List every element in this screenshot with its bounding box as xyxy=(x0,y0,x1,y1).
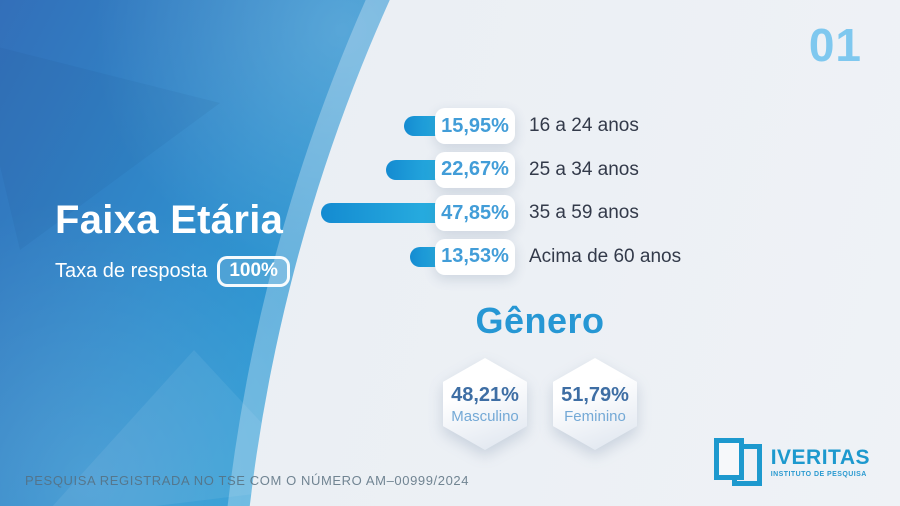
age-bar xyxy=(386,159,445,180)
hexagon-badge: 48,21% Masculino xyxy=(443,358,527,450)
age-bar-chart: 15,95% 16 a 24 anos 22,67% 25 a 34 anos … xyxy=(319,108,681,282)
percentage-badge: 22,67% xyxy=(435,151,515,188)
age-category-label: 16 a 24 anos xyxy=(529,115,639,136)
age-row: 47,85% 35 a 59 anos xyxy=(319,195,681,231)
gender-label: Feminino xyxy=(564,407,626,425)
iveritas-logo: IVERITAS INSTITUTO DE PESQUISA xyxy=(713,438,870,486)
gender-label: Masculino xyxy=(451,407,519,425)
response-rate-label: Taxa de resposta xyxy=(55,260,208,282)
age-category-label: Acima de 60 anos xyxy=(529,245,682,267)
age-category-label: 25 a 34 anos xyxy=(529,158,639,180)
logo-name: IVERITAS xyxy=(770,445,870,469)
age-category-label: 35 a 59 anos xyxy=(529,202,639,223)
gender-value: 51,79% xyxy=(561,383,629,406)
gender-stat-male: 48,21% Masculino xyxy=(443,358,527,450)
gender-heading: Gênero xyxy=(475,300,605,341)
gender-section: Gênero 48,21% Masculino 51,79% Feminino xyxy=(408,300,672,450)
percentage-badge: 13,53% xyxy=(435,238,515,275)
age-row: 13,53% Acima de 60 anos xyxy=(319,238,682,275)
response-rate-badge: 100% xyxy=(217,256,290,287)
logo-tagline: INSTITUTO DE PESQUISA xyxy=(770,470,867,478)
age-bar xyxy=(320,203,445,223)
age-bar xyxy=(403,116,445,136)
logo-rectangles-icon xyxy=(713,438,764,486)
page-number: 01 xyxy=(808,19,862,71)
page-title: Faixa Etária xyxy=(55,198,284,242)
percentage-badge: 15,95% xyxy=(435,108,515,144)
age-row: 15,95% 16 a 24 anos xyxy=(319,108,681,144)
tse-registration-note: PESQUISA REGISTRADA NO TSE COM O NÚMERO … xyxy=(25,473,470,488)
gender-value: 48,21% xyxy=(451,383,519,406)
hexagon-badge: 51,79% Feminino xyxy=(553,358,637,450)
age-row: 22,67% 25 a 34 anos xyxy=(319,151,681,188)
percentage-badge: 47,85% xyxy=(435,195,515,231)
title-block: Faixa Etária Taxa de resposta 100% xyxy=(55,198,290,287)
gender-stat-female: 51,79% Feminino xyxy=(553,358,637,450)
